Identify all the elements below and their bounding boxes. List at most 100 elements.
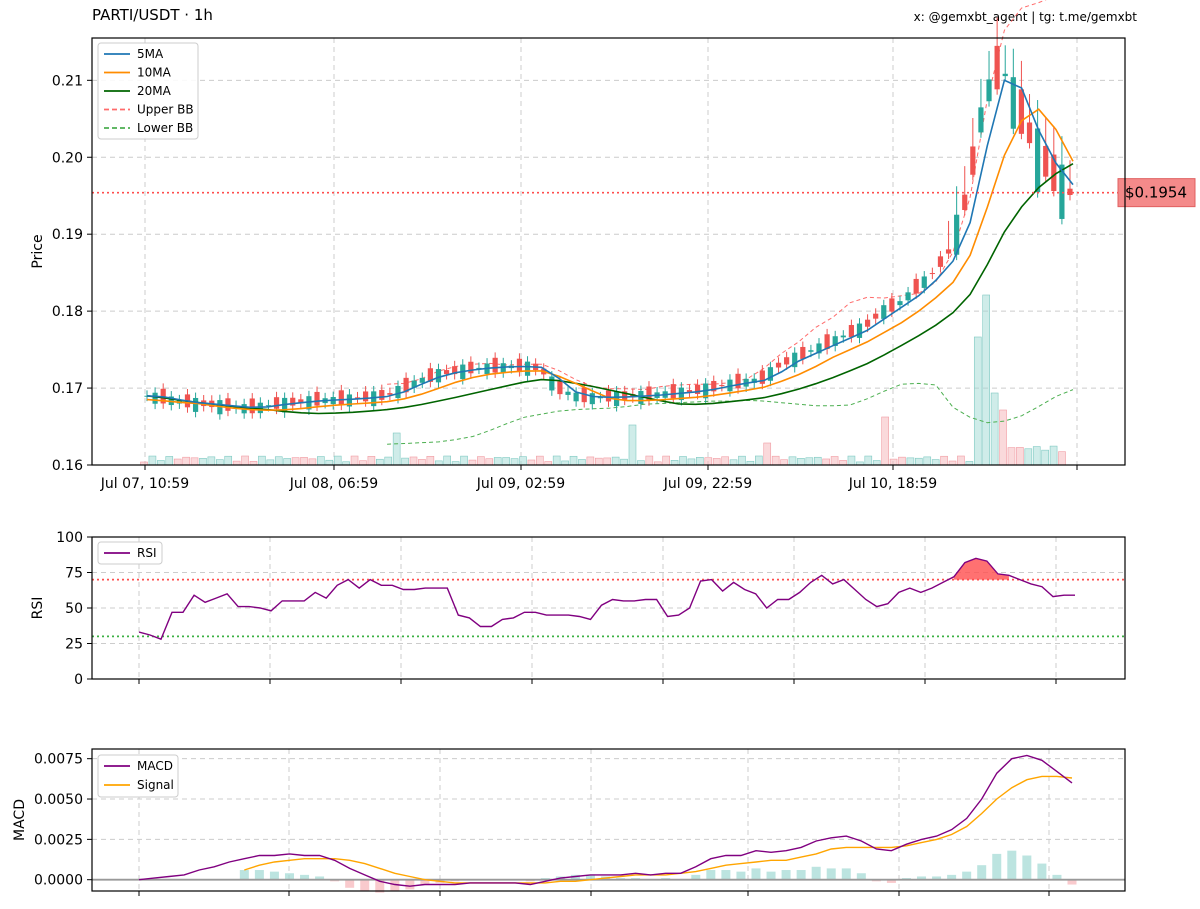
candle-body — [411, 380, 417, 388]
candle-body — [1026, 122, 1033, 144]
volume-bar — [325, 459, 334, 466]
volume-bar — [645, 455, 654, 466]
candle-body — [597, 397, 604, 399]
candle-body — [338, 390, 344, 405]
volume-bar — [510, 458, 519, 466]
rsi-legend: RSI — [97, 541, 163, 565]
volume-bar — [704, 457, 713, 466]
candle-body — [152, 392, 158, 404]
price-legend-box — [97, 42, 199, 140]
volume-bar — [274, 456, 283, 466]
volume-bar — [931, 459, 940, 466]
candle-body — [881, 305, 887, 319]
candle-body — [800, 346, 806, 359]
macd-line — [138, 754, 1073, 887]
volume-bar — [384, 456, 393, 466]
ma10-line — [146, 108, 1074, 412]
candle-body — [864, 319, 871, 327]
ma5-line — [146, 79, 1074, 409]
candle-body — [670, 384, 676, 399]
macd-ylabel: MACD — [12, 799, 28, 841]
candle-body — [735, 373, 741, 389]
volume-bar — [392, 432, 401, 466]
candle-body — [1018, 89, 1025, 134]
macd-hist-bar — [796, 870, 806, 880]
volume-bar — [1024, 448, 1033, 466]
volume-bar — [148, 455, 157, 466]
candle-body — [840, 335, 846, 338]
volume-bar — [822, 458, 830, 466]
macd-hist-bar — [420, 879, 430, 885]
candle-body — [468, 361, 474, 374]
candle-body — [775, 362, 782, 368]
macd-hist-bar — [856, 873, 866, 880]
upper-bb-line — [387, 0, 1047, 391]
candle-body — [249, 398, 255, 414]
candle-body — [897, 301, 903, 306]
volume-bar — [586, 456, 595, 466]
volume-bar — [493, 457, 502, 466]
macd-ytick-label: 0.0075 — [34, 752, 83, 768]
candle-body — [784, 357, 790, 365]
candle-body — [1051, 154, 1057, 192]
macd-hist-bar — [826, 868, 836, 880]
price-xtick-label: Jul 08, 06:59 — [289, 476, 378, 492]
volume-bar — [788, 456, 797, 466]
volume-bar — [999, 409, 1007, 466]
macd-legend-label: MACD — [137, 759, 173, 773]
rsi-ylabel: RSI — [30, 597, 46, 620]
candle-body — [314, 391, 320, 406]
volume-bar — [915, 457, 923, 466]
candle-body — [403, 377, 409, 393]
candle-body — [686, 390, 693, 393]
candle-body — [273, 397, 280, 409]
candle-body — [630, 394, 636, 398]
signal-line — [244, 775, 1073, 884]
macd-hist-bar — [1022, 855, 1032, 880]
candle-body — [549, 376, 555, 391]
candle-body — [856, 323, 863, 338]
volume-bar — [241, 455, 249, 466]
credit-text: x: @gemxbt_agent | tg: t.me/gemxbt — [913, 10, 1137, 24]
candle-body — [622, 391, 628, 400]
price-legend: 5MA 10MA 20MA Upper BB Lower BB — [97, 42, 199, 140]
candle-body — [395, 385, 401, 399]
volume-bar — [839, 460, 847, 466]
volume-bar — [477, 456, 485, 466]
candle-body — [1059, 164, 1065, 219]
candle-body — [816, 343, 822, 354]
macd-ytick-label: 0.0050 — [34, 792, 83, 808]
legend-label: 20MA — [137, 84, 172, 98]
candle-body — [1067, 188, 1073, 196]
volume-bar — [847, 455, 856, 466]
macd-hist-bar — [1067, 879, 1077, 885]
price-xtick-label: Jul 10, 18:59 — [848, 476, 937, 492]
candle-body — [873, 313, 879, 319]
candle-body — [994, 45, 1000, 90]
macd-hist-bar — [284, 873, 294, 880]
volume-bar — [872, 460, 881, 466]
macd-hist-bar — [811, 866, 821, 880]
candle-body — [435, 369, 442, 383]
volume-bar — [426, 456, 435, 466]
candle-body — [379, 390, 385, 400]
candle-body — [298, 399, 304, 404]
volume-bar — [401, 457, 409, 466]
candle-body — [792, 352, 798, 368]
candle-body — [978, 107, 984, 133]
volume-bar — [906, 457, 915, 466]
rsi-ytick-label: 0 — [74, 672, 83, 688]
volume-bar — [696, 457, 704, 466]
volume-bar — [409, 456, 418, 466]
volume-bar — [199, 457, 207, 466]
volume-bar — [258, 455, 266, 466]
candle-body — [962, 194, 968, 211]
macd-hist-bar — [345, 879, 355, 888]
volume-bar — [266, 459, 275, 466]
volume-bar — [157, 460, 165, 466]
price-ytick-label: 0.16 — [52, 458, 83, 474]
volume-bar — [957, 455, 965, 466]
candle-body — [371, 391, 377, 407]
candle-body — [970, 146, 976, 175]
